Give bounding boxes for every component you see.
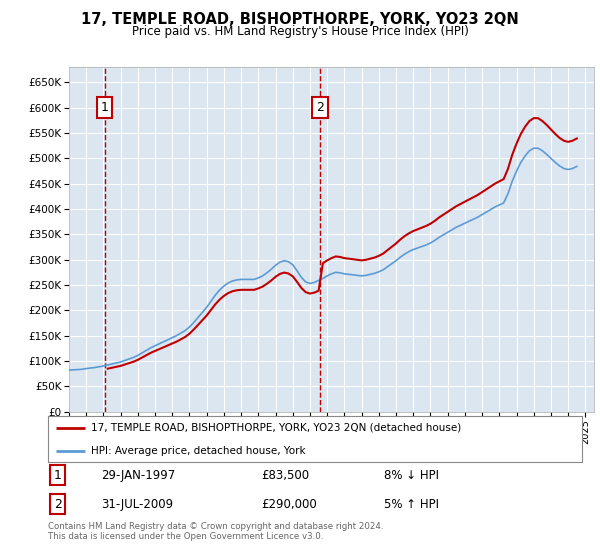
Text: 8% ↓ HPI: 8% ↓ HPI xyxy=(385,469,439,482)
Text: 1: 1 xyxy=(101,101,109,114)
Text: 17, TEMPLE ROAD, BISHOPTHORPE, YORK, YO23 2QN (detached house): 17, TEMPLE ROAD, BISHOPTHORPE, YORK, YO2… xyxy=(91,423,461,432)
Text: 1: 1 xyxy=(53,469,62,482)
Text: 17, TEMPLE ROAD, BISHOPTHORPE, YORK, YO23 2QN: 17, TEMPLE ROAD, BISHOPTHORPE, YORK, YO2… xyxy=(81,12,519,27)
Text: 29-JAN-1997: 29-JAN-1997 xyxy=(101,469,176,482)
Text: 5% ↑ HPI: 5% ↑ HPI xyxy=(385,498,439,511)
Text: Price paid vs. HM Land Registry's House Price Index (HPI): Price paid vs. HM Land Registry's House … xyxy=(131,25,469,38)
Text: 31-JUL-2009: 31-JUL-2009 xyxy=(101,498,173,511)
Text: £83,500: £83,500 xyxy=(262,469,310,482)
Text: HPI: Average price, detached house, York: HPI: Average price, detached house, York xyxy=(91,446,305,455)
Text: 2: 2 xyxy=(316,101,324,114)
Text: Contains HM Land Registry data © Crown copyright and database right 2024.
This d: Contains HM Land Registry data © Crown c… xyxy=(48,522,383,542)
Text: 2: 2 xyxy=(53,498,62,511)
Text: £290,000: £290,000 xyxy=(262,498,317,511)
